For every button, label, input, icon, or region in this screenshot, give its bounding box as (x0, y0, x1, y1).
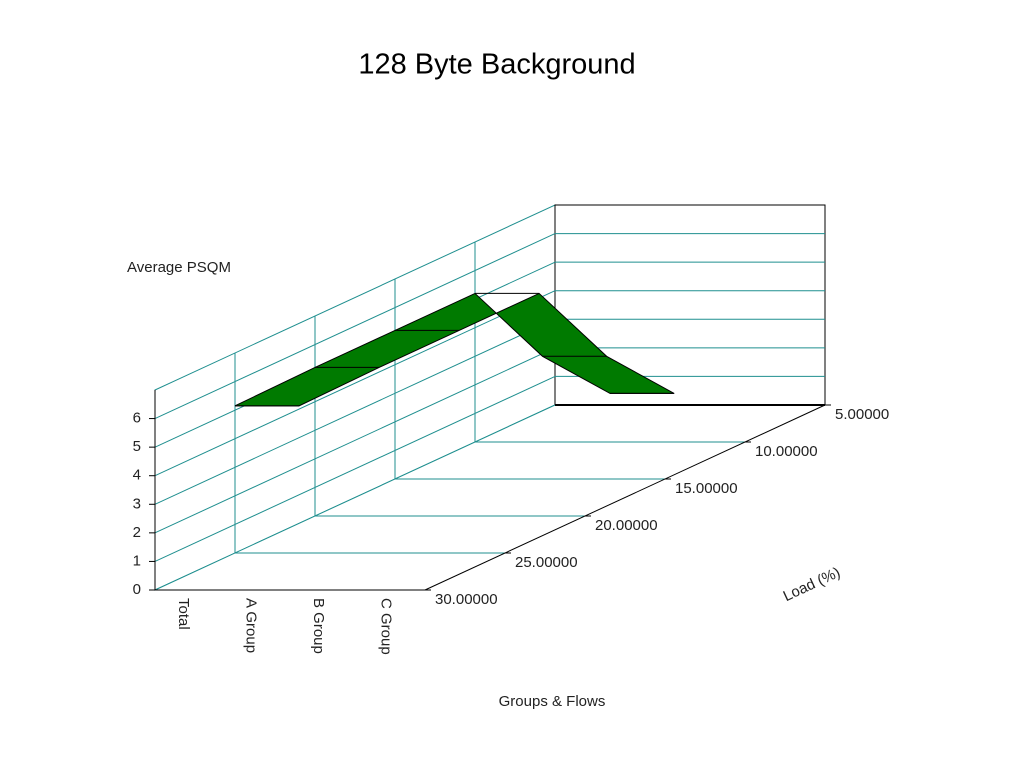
y-tick-label: 0 (133, 581, 141, 598)
y-tick-label: 2 (133, 524, 141, 541)
floor (155, 405, 825, 590)
grid-line (154, 347, 556, 534)
y-tick-label: 1 (133, 552, 141, 569)
x-tick-label: B Group (310, 598, 327, 654)
grid-line (154, 404, 556, 591)
grid-line (154, 375, 556, 562)
z-tick-label: 20.00000 (595, 517, 658, 534)
y-tick-label: 5 (133, 438, 141, 455)
grid-line (154, 290, 556, 477)
z-axis (424, 404, 826, 591)
grid-line (154, 233, 556, 420)
z-tick-label: 25.00000 (515, 554, 578, 571)
chart-title: 128 Byte Background (358, 49, 635, 81)
x-tick-label: A Group (242, 598, 259, 653)
x-tick-label: Total (175, 598, 192, 630)
y-axis-label: Average PSQM (127, 259, 231, 276)
y-tick-label: 4 (133, 467, 141, 484)
y-tick-label: 3 (133, 495, 141, 512)
z-axis-label: Load (%) (781, 564, 843, 605)
x-axis-label: Groups & Flows (499, 693, 606, 710)
z-tick-label: 15.00000 (675, 480, 738, 497)
x-tick-label: C Group (377, 598, 394, 655)
grid-line (154, 318, 556, 505)
z-tick-label: 5.00000 (835, 406, 889, 423)
z-tick-label: 30.00000 (435, 591, 498, 608)
z-tick-label: 10.00000 (755, 443, 818, 460)
y-tick-label: 6 (133, 410, 141, 427)
